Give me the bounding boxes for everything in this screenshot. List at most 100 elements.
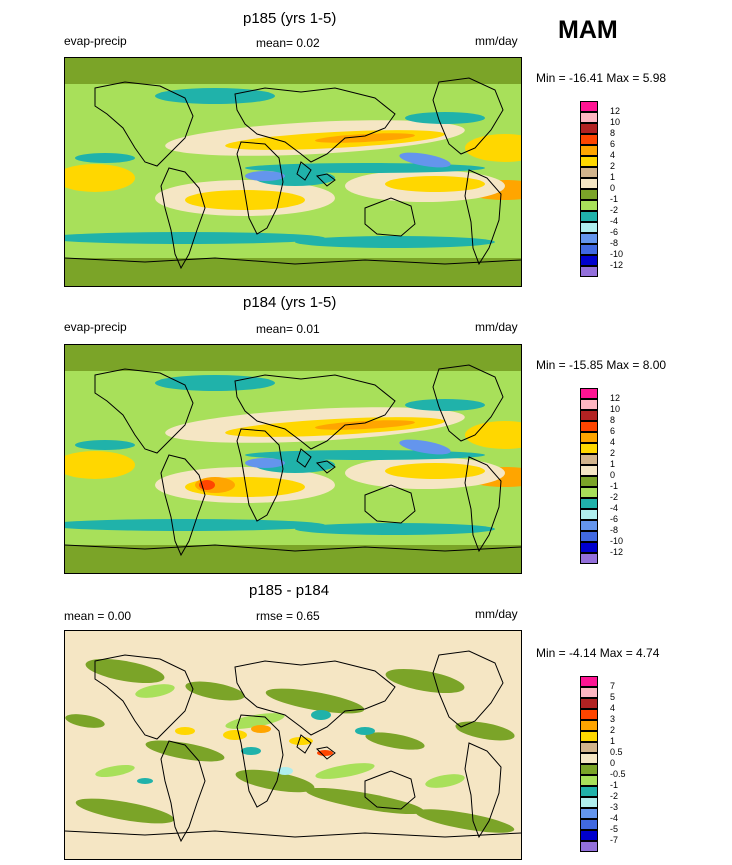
colorbar-swatch <box>580 233 598 244</box>
colorbar-swatch <box>580 200 598 211</box>
colorbar-swatch <box>580 465 598 476</box>
colorbar-level-label: -4 <box>610 216 619 226</box>
colorbar-level-label: 1 <box>610 172 616 182</box>
colorbar-swatch <box>580 244 598 255</box>
colorbar-level-label: -1 <box>610 780 619 790</box>
panel-3-title: p185 - p184 <box>249 582 330 599</box>
colorbar-swatch <box>580 134 598 145</box>
panel-1-title: p185 (yrs 1-5) <box>243 10 337 27</box>
colorbar-level-label: -5 <box>610 824 619 834</box>
colorbar-swatch <box>580 764 598 775</box>
panel-2-units: mm/day <box>475 320 518 334</box>
colorbar-swatch <box>580 819 598 830</box>
panel-3-map <box>64 630 522 860</box>
panel-3-units: mm/day <box>475 607 518 621</box>
colorbar-level-label: 1 <box>610 459 616 469</box>
colorbar-swatch <box>580 145 598 156</box>
colorbar-swatch <box>580 454 598 465</box>
colorbar-swatch <box>580 687 598 698</box>
colorbar-swatch <box>580 520 598 531</box>
colorbar-swatch <box>580 775 598 786</box>
colorbar-swatch <box>580 167 598 178</box>
panel-2-mean: mean= 0.01 <box>256 322 320 336</box>
colorbar-level-label: 4 <box>610 150 616 160</box>
panel-3-mean: mean = 0.00 <box>64 609 132 623</box>
colorbar-level-label: -1 <box>610 194 619 204</box>
colorbar-level-label: 12 <box>610 106 621 116</box>
colorbar-swatch <box>580 498 598 509</box>
colorbar-level-label: 8 <box>610 128 616 138</box>
colorbar-level-label: 4 <box>610 703 616 713</box>
colorbar-level-label: -3 <box>610 802 619 812</box>
colorbar-level-label: 7 <box>610 681 616 691</box>
colorbar-level-label: 0 <box>610 470 616 480</box>
colorbar-level-label: 10 <box>610 117 621 127</box>
panel-1-map <box>64 57 522 287</box>
colorbar-swatch <box>580 487 598 498</box>
colorbar-swatch <box>580 211 598 222</box>
colorbar-swatch <box>580 509 598 520</box>
colorbar-swatch <box>580 553 598 564</box>
colorbar-swatch <box>580 101 598 112</box>
colorbar-level-label: -8 <box>610 525 619 535</box>
panel-1-mean: mean= 0.02 <box>256 36 320 50</box>
colorbar-level-label: -6 <box>610 514 619 524</box>
colorbar-level-label: 6 <box>610 426 616 436</box>
panel-2-map <box>64 344 522 574</box>
colorbar-level-label: 0 <box>610 758 616 768</box>
colorbar-level-label: -2 <box>610 205 619 215</box>
colorbar-level-label: 2 <box>610 448 616 458</box>
colorbar-level-label: -4 <box>610 813 619 823</box>
colorbar-level-label: -6 <box>610 227 619 237</box>
panel-2-title: p184 (yrs 1-5) <box>243 294 337 311</box>
colorbar-level-label: -1 <box>610 481 619 491</box>
colorbar-level-label: 0 <box>610 183 616 193</box>
colorbar-swatch <box>580 786 598 797</box>
panel-2-left-label: evap-precip <box>64 320 127 334</box>
colorbar-swatch <box>580 830 598 841</box>
colorbar-level-label: -2 <box>610 791 619 801</box>
season-label: MAM <box>558 16 618 44</box>
colorbar-swatch <box>580 266 598 277</box>
colorbar-swatch <box>580 178 598 189</box>
colorbar-level-label: -10 <box>610 536 624 546</box>
colorbar-swatch <box>580 720 598 731</box>
colorbar-swatch <box>580 841 598 852</box>
colorbar-swatch <box>580 753 598 764</box>
colorbar-swatch <box>580 698 598 709</box>
panel-1-minmax: Min = -16.41 Max = 5.98 <box>536 71 667 85</box>
panel-2-minmax: Min = -15.85 Max = 8.00 <box>536 358 667 372</box>
colorbar-level-label: -4 <box>610 503 619 513</box>
colorbar-swatch <box>580 542 598 553</box>
colorbar-swatch <box>580 222 598 233</box>
colorbar-level-label: 1 <box>610 736 616 746</box>
panel-1-units: mm/day <box>475 34 518 48</box>
colorbar-level-label: 8 <box>610 415 616 425</box>
colorbar-swatch <box>580 731 598 742</box>
colorbar-level-label: -8 <box>610 238 619 248</box>
colorbar-swatch <box>580 255 598 266</box>
colorbar-swatch <box>580 808 598 819</box>
colorbar-level-label: 5 <box>610 692 616 702</box>
colorbar-swatch <box>580 388 598 399</box>
colorbar-swatch <box>580 676 598 687</box>
colorbar-swatch <box>580 709 598 720</box>
colorbar-level-label: 2 <box>610 725 616 735</box>
colorbar-level-label: -2 <box>610 492 619 502</box>
colorbar-swatch <box>580 443 598 454</box>
colorbar-level-label: -10 <box>610 249 624 259</box>
colorbar-level-label: 6 <box>610 139 616 149</box>
colorbar-swatch <box>580 742 598 753</box>
colorbar-level-label: 10 <box>610 404 621 414</box>
colorbar-swatch <box>580 432 598 443</box>
colorbar-swatch <box>580 476 598 487</box>
panel-3-rmse: rmse = 0.65 <box>256 609 320 623</box>
colorbar-level-label: -12 <box>610 260 624 270</box>
colorbar-swatch <box>580 421 598 432</box>
colorbar-swatch <box>580 123 598 134</box>
colorbar-swatch <box>580 156 598 167</box>
colorbar-level-label: 3 <box>610 714 616 724</box>
colorbar-swatch <box>580 797 598 808</box>
colorbar-swatch <box>580 531 598 542</box>
colorbar-level-label: 4 <box>610 437 616 447</box>
